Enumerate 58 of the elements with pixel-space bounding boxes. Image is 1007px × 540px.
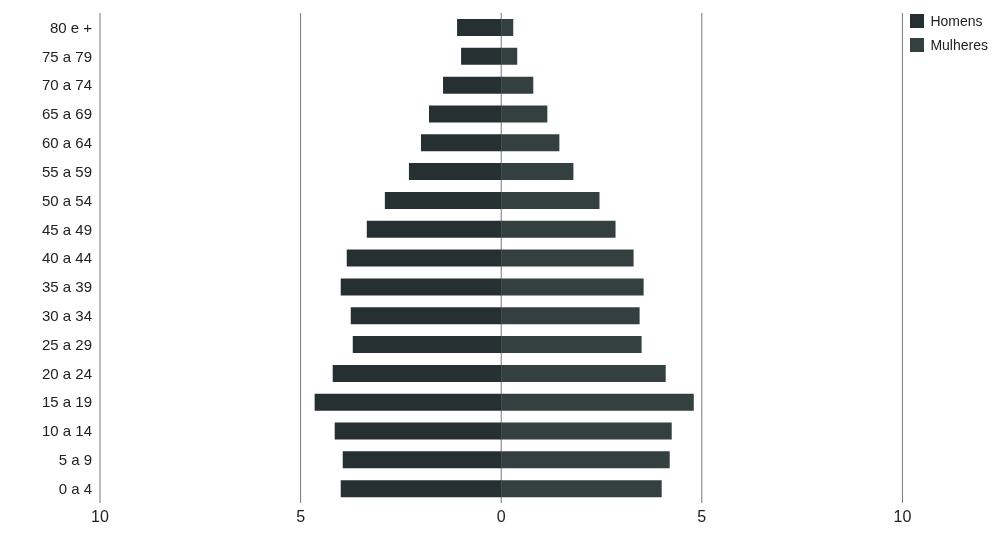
bar <box>501 76 534 94</box>
bar <box>501 364 666 382</box>
bar <box>501 307 640 325</box>
bar <box>340 480 502 498</box>
bar <box>501 278 644 296</box>
bar <box>408 163 502 181</box>
bar <box>340 278 502 296</box>
x-tick-label: 5 <box>697 508 707 526</box>
x-tick-label: 5 <box>296 508 306 526</box>
legend-label: Mulheres <box>930 37 988 53</box>
y-tick-label: 80 e + <box>49 18 93 36</box>
bar <box>501 393 694 411</box>
y-tick-label: 15 a 19 <box>41 393 92 411</box>
bar <box>350 307 502 325</box>
y-tick-label: 35 a 39 <box>41 278 92 296</box>
y-tick-label: 40 a 44 <box>41 249 92 267</box>
bar <box>384 191 502 209</box>
legend-label: Homens <box>930 13 983 29</box>
bar <box>501 19 514 36</box>
bar <box>501 163 574 181</box>
bar <box>501 480 662 498</box>
bar <box>457 19 502 36</box>
bar <box>501 47 518 65</box>
bar <box>501 134 560 152</box>
bar <box>352 336 502 354</box>
y-tick-label: 70 a 74 <box>41 76 92 94</box>
bar <box>501 451 670 469</box>
bar <box>366 220 502 238</box>
y-tick-label: 60 a 64 <box>41 134 92 152</box>
bar <box>342 451 502 469</box>
bar <box>346 249 502 267</box>
bar <box>420 134 502 152</box>
y-tick-label: 45 a 49 <box>41 220 92 238</box>
bar <box>501 422 672 440</box>
bar <box>443 76 502 94</box>
x-tick-label: 0 <box>496 508 506 526</box>
y-tick-label: 30 a 34 <box>41 306 92 324</box>
y-tick-label: 5 a 9 <box>58 451 92 469</box>
y-tick-label: 50 a 54 <box>41 191 92 209</box>
y-tick-label: 20 a 24 <box>41 364 92 382</box>
y-tick-label: 25 a 29 <box>41 335 92 353</box>
bar <box>334 422 502 440</box>
x-tick-label: 10 <box>893 508 912 526</box>
bar <box>428 105 502 123</box>
bar <box>501 105 548 123</box>
bar <box>501 249 634 267</box>
x-tick-label: 10 <box>91 508 109 526</box>
y-tick-label: 0 a 4 <box>58 479 92 497</box>
bar <box>314 393 502 411</box>
bar <box>501 191 600 209</box>
y-tick-label: 65 a 69 <box>41 105 92 123</box>
y-tick-label: 10 a 14 <box>41 422 92 440</box>
bar <box>501 336 642 354</box>
y-tick-label: 75 a 79 <box>41 47 92 65</box>
bar <box>501 220 616 238</box>
bar <box>461 47 502 65</box>
y-tick-label: 55 a 59 <box>41 162 92 180</box>
bar <box>332 364 502 382</box>
